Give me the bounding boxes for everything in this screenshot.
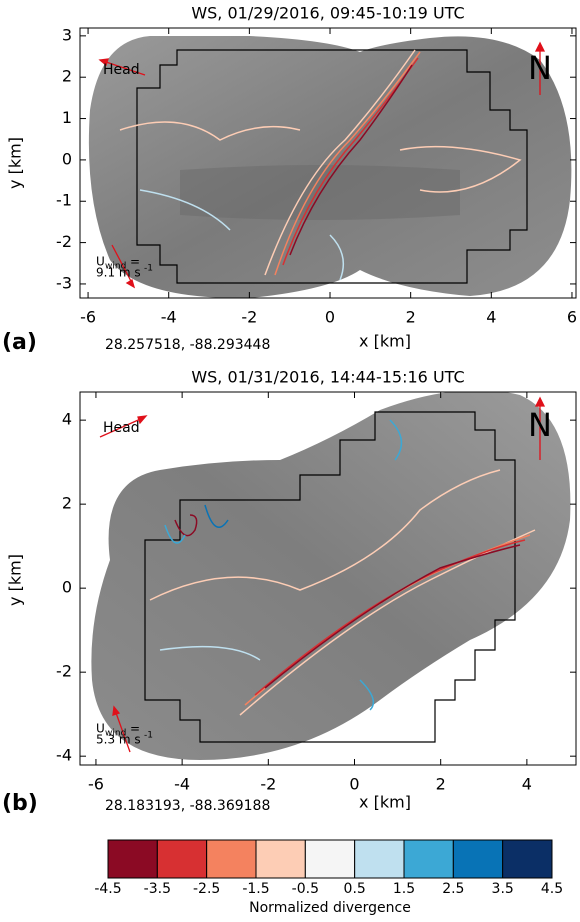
x-tick-label: 4 <box>522 775 532 794</box>
y-tick-label: -4 <box>56 746 72 765</box>
north-label: N <box>528 406 552 444</box>
x-tick-label: 6 <box>567 308 577 327</box>
colorbar-swatch <box>355 840 404 878</box>
x-axis-label: x [km] <box>359 332 411 351</box>
colorbar-tick-label: 0.5 <box>344 881 366 897</box>
x-tick-label: -6 <box>80 308 96 327</box>
x-tick-label: -4 <box>161 308 177 327</box>
colorbar-swatch <box>108 840 157 878</box>
y-tick-label: 2 <box>62 67 72 86</box>
colorbar-swatch <box>404 840 453 878</box>
x-tick-label: 2 <box>406 308 416 327</box>
colorbar-tick-label: -1.5 <box>242 881 269 897</box>
y-tick-label: 3 <box>62 25 72 44</box>
colorbar-tick-label: -2.5 <box>193 881 220 897</box>
figure: WS, 01/29/2016, 09:45-10:19 UTC -6 -4 -2 0 2 4… <box>0 0 580 918</box>
y-tick-label: 1 <box>62 108 72 127</box>
y-tick-label: 4 <box>62 410 72 429</box>
radar-image-b <box>91 390 570 760</box>
coordinates: 28.183193, -88.369188 <box>105 798 270 814</box>
colorbar-swatch <box>207 840 256 878</box>
colorbar-tick-label: -3.5 <box>144 881 171 897</box>
colorbar-tick-label: 2.5 <box>442 881 464 897</box>
panel-label: (b) <box>2 791 38 816</box>
colorbar-tick-label: 1.5 <box>393 881 415 897</box>
wind-superscript: -1 <box>144 264 153 274</box>
colorbar-swatch <box>453 840 502 878</box>
y-tick-label: -2 <box>56 232 72 251</box>
x-tick-label: -4 <box>174 775 190 794</box>
colorbar-tick-label: -4.5 <box>94 881 121 897</box>
wind-value: 5.3 m s <box>96 733 141 747</box>
x-tick-label: 4 <box>486 308 496 327</box>
wind-value: 9.1 m s <box>96 266 141 280</box>
y-tick-label: 2 <box>62 494 72 513</box>
head-label: Head <box>103 420 140 436</box>
coordinates: 28.257518, -88.293448 <box>105 337 270 353</box>
chart-title: WS, 01/29/2016, 09:45-10:19 UTC <box>191 4 464 23</box>
panel-label: (a) <box>2 330 37 355</box>
colorbar-tick-label: -0.5 <box>292 881 319 897</box>
y-axis-label: y [km] <box>6 137 25 189</box>
colorbar-tick-label: 3.5 <box>492 881 514 897</box>
y-tick-label: 0 <box>62 578 72 597</box>
colorbar-swatch <box>157 840 206 878</box>
x-tick-label: 2 <box>436 775 446 794</box>
x-axis-label: x [km] <box>359 793 411 812</box>
x-tick-label: -2 <box>260 775 276 794</box>
colorbar-swatch <box>256 840 305 878</box>
head-label: Head <box>103 62 140 78</box>
y-tick-label: -3 <box>56 273 72 292</box>
colorbar-label: Normalized divergence <box>249 900 411 916</box>
x-tick-label: 0 <box>325 308 335 327</box>
y-tick-label: -1 <box>56 191 72 210</box>
y-tick-label: -2 <box>56 662 72 681</box>
y-axis-label: y [km] <box>6 554 25 606</box>
colorbar-tick-label: 4.5 <box>541 881 563 897</box>
wind-superscript: -1 <box>144 731 153 741</box>
colorbar-swatch <box>305 840 354 878</box>
radar-image-a <box>89 36 572 298</box>
x-tick-label: -2 <box>241 308 257 327</box>
colorbar-swatch <box>503 840 552 878</box>
north-label: N <box>528 49 552 87</box>
y-tick-label: 0 <box>62 149 72 168</box>
chart-title: WS, 01/31/2016, 14:44-15:16 UTC <box>191 368 464 387</box>
x-tick-label: -6 <box>88 775 104 794</box>
x-tick-label: 0 <box>349 775 359 794</box>
